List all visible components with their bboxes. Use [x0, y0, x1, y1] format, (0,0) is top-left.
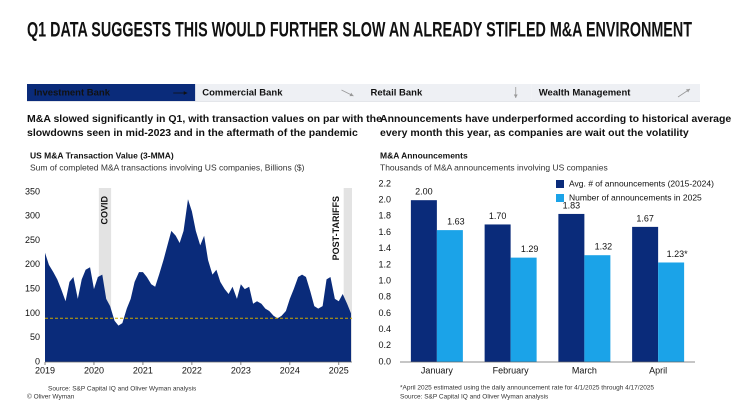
y-tick-label: 0.6 — [378, 308, 391, 318]
y-tick-label: 150 — [25, 284, 40, 294]
y-tick-label: 1.4 — [378, 243, 391, 253]
legend-label: Number of announcements in 2025 — [569, 192, 702, 202]
x-tick-label: 2020 — [84, 365, 104, 375]
y-tick-label: 0.0 — [378, 356, 391, 366]
x-tick-label: March — [572, 365, 597, 375]
headline: every month this year, as companies are … — [380, 127, 689, 139]
y-tick-label: 0.4 — [378, 324, 391, 334]
value-label: 1.83 — [563, 200, 581, 210]
y-tick-label: 50 — [30, 332, 40, 342]
bar — [658, 262, 685, 362]
x-tick-label: 2019 — [35, 365, 55, 375]
y-tick-label: 200 — [25, 259, 40, 269]
y-tick-label: 0.2 — [378, 340, 391, 350]
value-label: 1.70 — [489, 211, 507, 221]
chart-title: US M&A Transaction Value (3-MMA) — [30, 150, 174, 160]
value-label: 1.63 — [447, 216, 465, 226]
y-tick-label: 1.2 — [378, 259, 391, 269]
headline: M&A slowed significantly in Q1, with tra… — [27, 113, 382, 125]
tab-arrow-head — [686, 89, 690, 93]
x-tick-label: 2025 — [329, 365, 349, 375]
footnote: *April 2025 estimated using the daily an… — [400, 385, 654, 392]
tab-arrow-head — [349, 92, 354, 97]
y-tick-label: 2.0 — [378, 195, 391, 205]
tab-label[interactable]: Investment Bank — [34, 88, 111, 99]
tab[interactable] — [195, 84, 364, 101]
headline: slowdowns seen in mid-2023 and in the af… — [27, 127, 358, 139]
x-tick-label: 2024 — [280, 365, 300, 375]
source: Source: S&P Capital IQ and Oliver Wyman … — [48, 386, 197, 393]
bar — [410, 200, 437, 362]
slide-title: Q1 DATA SUGGESTS THIS WOULD FURTHER SLOW… — [27, 19, 692, 42]
value-label: 1.32 — [595, 242, 613, 252]
y-tick-label: 1.6 — [378, 227, 391, 237]
y-tick-label: 1.0 — [378, 275, 391, 285]
annotation-label: COVID — [99, 196, 109, 225]
tab-arrow-head — [183, 91, 188, 95]
value-label: 2.00 — [415, 187, 433, 197]
y-tick-label: 300 — [25, 211, 40, 221]
tab-label[interactable]: Retail Bank — [371, 88, 423, 99]
tab[interactable] — [363, 84, 532, 101]
x-tick-label: 2021 — [133, 365, 153, 375]
x-tick-label: February — [493, 365, 530, 375]
chart-subtitle: Sum of completed M&A transactions involv… — [30, 162, 305, 172]
value-label: 1.23* — [667, 249, 689, 259]
y-tick-label: 0 — [35, 356, 40, 366]
y-tick-label: 0.8 — [378, 292, 391, 302]
bar — [584, 255, 611, 362]
tab[interactable] — [531, 84, 700, 101]
y-tick-label: 250 — [25, 235, 40, 245]
x-tick-label: 2022 — [182, 365, 202, 375]
tab-label[interactable]: Commercial Bank — [202, 88, 283, 99]
x-tick-label: 2023 — [231, 365, 251, 375]
chart-title: M&A Announcements — [380, 150, 468, 160]
source: Source: S&P Capital IQ and Oliver Wyman … — [400, 394, 549, 401]
x-tick-label: April — [649, 365, 667, 375]
bar — [632, 226, 659, 362]
value-label: 1.29 — [521, 244, 539, 254]
bar — [484, 224, 511, 362]
area — [45, 199, 352, 362]
y-tick-label: 100 — [25, 308, 40, 318]
x-tick-label: January — [421, 365, 454, 375]
copyright: © Oliver Wyman — [27, 393, 75, 401]
tab-active[interactable] — [27, 84, 196, 101]
legend-swatch — [556, 180, 564, 188]
annotation-band — [343, 188, 352, 362]
chart-subtitle: Thousands of M&A announcements involving… — [380, 162, 608, 172]
y-tick-label: 350 — [25, 186, 40, 196]
annotation-label: POST-TARIFFS — [331, 196, 341, 260]
bar — [436, 230, 463, 362]
y-tick-label: 1.8 — [378, 211, 391, 221]
legend-label: Avg. # of announcements (2015-2024) — [569, 178, 714, 188]
y-tick-label: 2.2 — [378, 178, 391, 188]
bar — [510, 257, 537, 362]
legend-swatch — [556, 194, 564, 202]
tab-arrow-head — [513, 94, 518, 98]
tab-label[interactable]: Wealth Management — [539, 88, 632, 99]
value-label: 1.67 — [636, 213, 654, 223]
headline: Announcements have underperformed accord… — [380, 113, 731, 125]
bar — [558, 213, 585, 362]
